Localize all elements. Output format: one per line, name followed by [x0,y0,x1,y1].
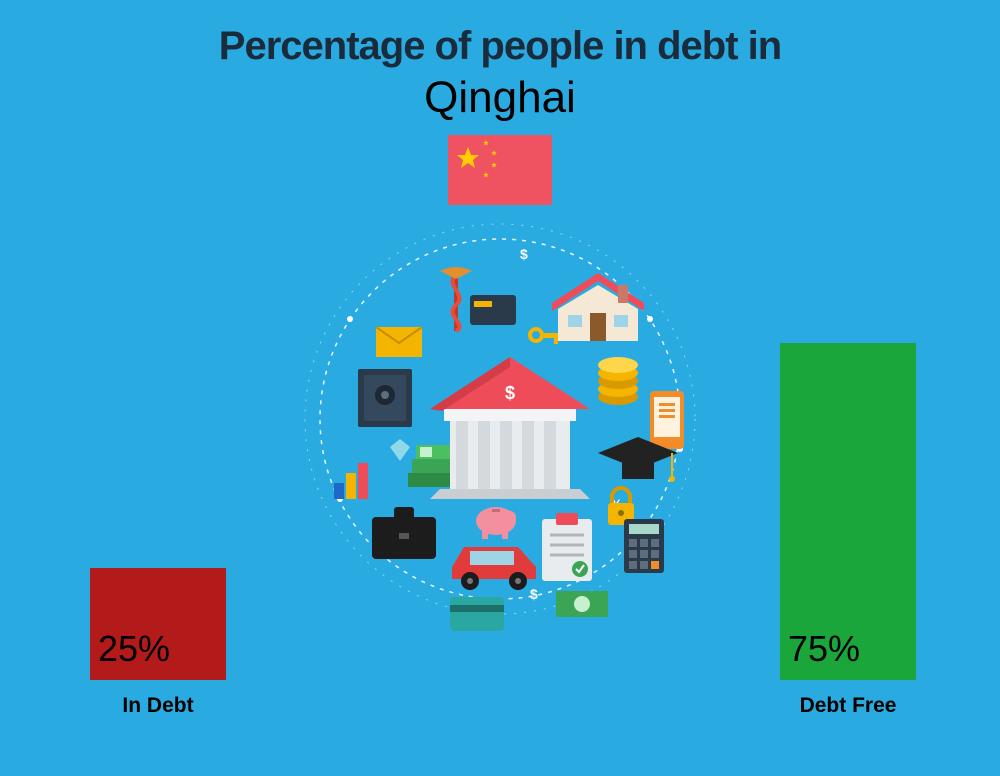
svg-text:$: $ [505,383,515,403]
bar-debt-free-label: Debt Free [800,694,897,718]
bar-in-debt: 25% [90,568,226,681]
bar-debt-free-value: 75% [788,628,860,670]
page-title: Percentage of people in debt in [0,0,1000,69]
bar-in-debt-container: 25% In Debt [90,568,226,719]
svg-text:$: $ [530,586,538,602]
china-flag-icon [448,135,552,205]
finance-illustration: $ % % $ [280,199,720,639]
bar-in-debt-label: In Debt [122,694,193,718]
bar-in-debt-value: 25% [98,628,170,670]
bar-debt-free: 75% [780,343,916,681]
svg-text:$: $ [520,246,528,262]
region-subtitle: Qinghai [0,73,1000,123]
bar-debt-free-container: 75% Debt Free [780,343,916,719]
